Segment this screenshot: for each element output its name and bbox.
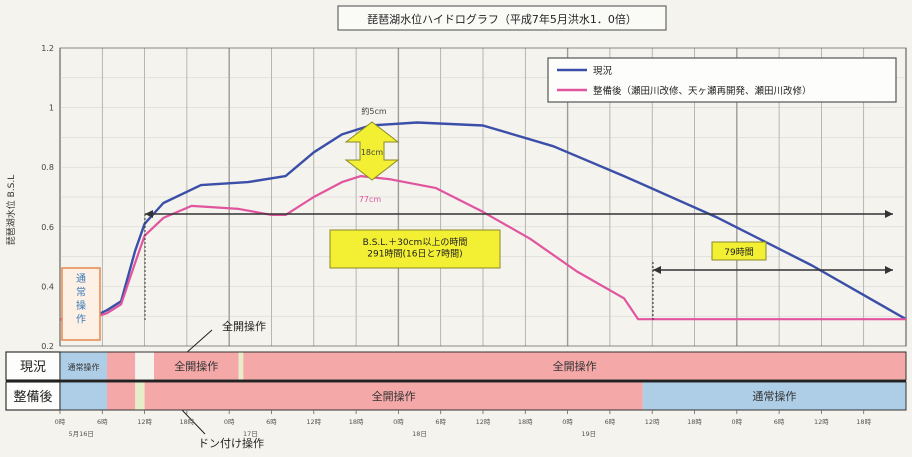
date-label: 17日 [243,430,258,438]
operation-segment [60,352,107,380]
x-tick-label: 0時 [55,418,66,426]
x-tick-label: 6時 [266,418,277,426]
x-tick-label: 18時 [518,418,533,426]
label-char: 通 [76,273,86,285]
label-char: 操 [76,299,86,312]
y-tick-label: 0.2 [41,342,54,351]
date-label: 18日 [412,430,427,438]
peak-after-label: 77cm [359,195,382,204]
x-tick-label: 12時 [814,418,829,426]
operation-segment [60,382,107,410]
row-label: 整備後 [13,389,52,405]
x-tick-label: 0時 [393,418,404,426]
x-tick-label: 18時 [687,418,702,426]
long-arrow-left-head [145,210,153,218]
zenkai-label: 全開操作 [222,319,266,333]
operation-segment-label: 通常操作 [752,389,796,403]
operation-segment-label: 全開操作 [372,389,416,403]
don-pointer [181,409,206,435]
series-lines [60,121,907,321]
operation-segment [135,352,154,380]
start-operation-label: 通常操作 [76,273,86,326]
diff-arrow [344,121,400,181]
operation-segment-label: 全開操作 [174,359,218,373]
label-char: 作 [76,314,86,326]
x-tick-label: 0時 [562,418,573,426]
long-duration-box [329,229,501,269]
title-box [337,5,667,31]
long-duration-label: B.S.L.＋30cm以上の時間 291時間(16日と7時間) [363,237,468,260]
x-tick-label: 6時 [97,418,108,426]
x-tick-label: 18時 [856,418,871,426]
x-tick-label: 18時 [180,418,195,426]
x-tick-label: 6時 [605,418,616,426]
operation-segment [107,382,136,410]
peak-current-label: 約5cm [361,106,386,116]
operation-segment-label: 全開操作 [553,359,597,373]
operation-segment [243,352,907,380]
label-line: 291時間(16日と7時間) [367,249,462,260]
y-tick-label: 1.2 [41,44,54,53]
x-tick-label: 12時 [476,418,491,426]
legend-label-current: 現況 [593,66,613,77]
y-tick-label: 0.4 [41,282,54,291]
x-tick-label: 0時 [731,418,742,426]
short-duration-box [711,241,767,261]
x-tick-label: 12時 [137,418,152,426]
label-line: B.S.L.＋30cm以上の時間 [363,237,468,248]
y-tick-label: 1 [49,104,54,113]
short-arrow-right-head [885,266,893,274]
operation-segment [642,382,906,410]
x-tick-labels: 0時 6時 12時 18時 0時 6時 12時 18時 0時 6時 12時 18時 0時 6時 12時 18時… [55,410,872,438]
chart-title: 琵琶湖水位ハイドログラフ（平成7年5月洪水1．0倍） [367,12,637,26]
series-current-line [60,121,907,321]
operation-segment [135,382,145,410]
zenkai-pointer [184,329,213,355]
x-tick-label: 12時 [645,418,660,426]
x-tick-label: 6時 [774,418,785,426]
short-arrow-left-head [653,266,661,274]
operation-segment-label: 通常操作 [68,362,100,372]
row-label: 現況 [20,360,46,375]
x-tick-label: 12時 [306,418,321,426]
short-duration-label: 79時間 [724,247,753,258]
y-axis-label: 琵琶湖水位 B.S.L [5,175,17,245]
date-label: 5月16日 [68,430,93,438]
operation-segment [238,352,244,380]
y-tick-labels: 1.2 1 0.8 0.6 0.4 0.2 [41,44,54,351]
annotations: 18cm 約5cm 77cm B.S.L.＋30cm以上の時間 291時間(16日… [61,106,893,450]
date-label: 19日 [581,430,596,438]
start-operation-box [61,267,101,341]
peak-diff-label: 18cm [361,148,384,157]
operation-segment [144,382,643,410]
x-tick-label: 18時 [349,418,364,426]
y-tick-label: 0.8 [41,163,54,172]
legend-label-after: 整備後（瀬田川改修、天ヶ瀬再開発、瀬田川改修） [593,85,812,97]
y-tick-label: 0.6 [41,223,54,232]
legend-box [547,57,897,103]
series-after-line [60,175,906,321]
label-char: 常 [76,286,86,299]
operation-segment [107,352,136,380]
don-label: ドン付け操作 [198,436,264,450]
x-tick-label: 6時 [435,418,446,426]
operation-segment [154,352,239,380]
x-tick-label: 0時 [224,418,235,426]
long-arrow-right-head [885,210,893,218]
